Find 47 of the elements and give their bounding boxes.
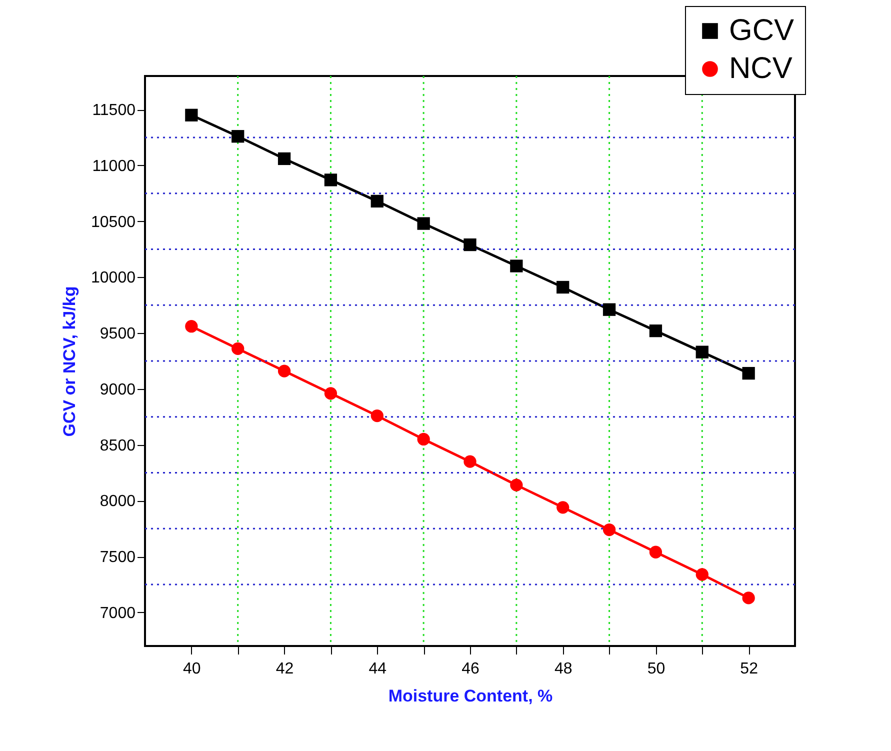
point	[185, 108, 198, 122]
x-axis-title: Moisture Content, %	[388, 686, 553, 706]
y-tick-label: 8000	[100, 493, 136, 510]
point	[742, 366, 755, 380]
x-tick-label: 46	[462, 660, 480, 678]
x-tick-label: 50	[647, 660, 666, 678]
point	[417, 432, 430, 446]
point	[510, 478, 523, 492]
y-tick-label: 7500	[100, 549, 136, 566]
point	[556, 501, 570, 514]
y-tick-label: 10000	[91, 270, 136, 287]
point	[696, 568, 708, 581]
point	[324, 387, 338, 400]
x-tick-label: 40	[183, 660, 201, 678]
point	[464, 455, 476, 468]
point	[464, 238, 476, 252]
point	[370, 194, 384, 208]
y-tick-label: 8500	[100, 437, 136, 454]
legend-label: NCV	[729, 52, 792, 85]
point	[370, 409, 384, 422]
y-tick-label: 9500	[100, 326, 136, 343]
point	[510, 260, 523, 272]
point	[742, 592, 755, 604]
x-tick-label: 52	[740, 660, 758, 678]
point	[278, 152, 291, 166]
point	[602, 303, 616, 316]
point	[649, 324, 662, 338]
y-axis-title: GCV or NCV, kJ/kg	[60, 286, 80, 437]
y-tick-label: 10500	[91, 214, 136, 231]
point	[696, 346, 708, 358]
x-tick-label: 42	[276, 660, 294, 678]
point	[232, 130, 244, 143]
point	[649, 546, 662, 558]
point	[602, 523, 616, 536]
y-tick-label: 9000	[100, 381, 136, 398]
x-tick-label: 44	[368, 660, 387, 678]
point	[278, 364, 291, 378]
point	[232, 342, 244, 356]
point	[324, 174, 338, 186]
point	[185, 320, 198, 333]
y-tick-label: 11000	[92, 158, 136, 175]
x-tick-label: 48	[554, 660, 572, 678]
point	[556, 280, 570, 294]
y-tick-label: 11500	[92, 102, 136, 120]
legend-label: GCV	[729, 14, 794, 47]
y-tick-label: 7000	[100, 604, 136, 622]
point	[417, 217, 430, 230]
